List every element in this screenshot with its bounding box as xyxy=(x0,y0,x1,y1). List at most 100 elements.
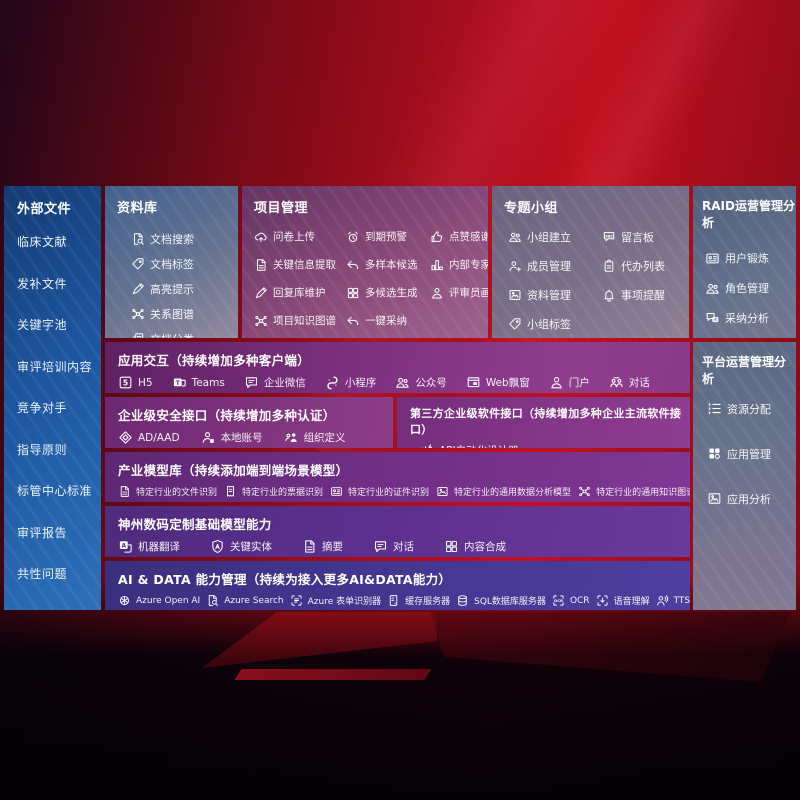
security-list: AD/AAD 本地账号 组织定义 xyxy=(105,424,393,445)
feature-item: 机器翻译 xyxy=(118,539,180,554)
row-models-title: 产业模型库（持续添加端到端场景模型） xyxy=(118,463,349,478)
form-recognizer-icon xyxy=(290,594,303,607)
feature-label: Azure Search xyxy=(224,595,284,606)
feature-item: AD/AAD xyxy=(118,430,180,445)
feature-label: 事项提醒 xyxy=(621,289,665,302)
feature-item: 特定行业的证件识别 xyxy=(330,485,429,498)
album-icon xyxy=(508,288,522,302)
feature-item: 采纳分析 xyxy=(705,303,796,333)
feature-label: 代办列表 xyxy=(621,260,665,273)
feature-item: 回复库维护 xyxy=(254,285,346,300)
panel-raid-analysis: RAID运营管理分析 用户锻炼 角色管理 采纳分析 xyxy=(693,186,796,338)
local-account-icon xyxy=(201,430,216,445)
compose-grid-icon xyxy=(444,539,459,554)
feature-label: 机器翻译 xyxy=(138,541,180,553)
sidebar-item: 指导原则 xyxy=(4,429,101,471)
feature-label: Web飘窗 xyxy=(485,377,530,389)
feature-label: 特定行业的通用数据分析模型 xyxy=(454,488,572,498)
sidebar-item-label: 共性问题 xyxy=(17,567,68,582)
sidebar-item: 竞争对手 xyxy=(4,387,101,429)
feature-item: 到期预警 xyxy=(346,229,430,244)
panel-library-title: 资料库 xyxy=(117,201,158,216)
feature-label: 成员管理 xyxy=(527,260,571,273)
feature-item: 公众号 xyxy=(395,375,447,390)
list-icon xyxy=(707,401,722,416)
sidebar-item: 审评培训内容 xyxy=(4,346,101,388)
pen-icon xyxy=(254,286,268,300)
feature-label: 门户 xyxy=(568,377,590,389)
clipboard-icon xyxy=(602,259,616,273)
sidebar-item-label: 临床文献 xyxy=(17,235,68,250)
sidebar-item: 标管中心标准 xyxy=(4,470,101,512)
feature-item: 特定行业的文件识别 xyxy=(118,485,217,498)
panel-platform-analysis: 平台运营管理分析 资源分配 应用管理 应用分析 xyxy=(693,342,796,610)
feature-item: Azure 表单识别器 xyxy=(290,594,382,607)
cloud-upload-icon xyxy=(254,230,268,244)
dialog-icon xyxy=(609,375,624,390)
feature-item: 高亮提示 xyxy=(131,276,238,301)
summary-doc-icon xyxy=(302,539,317,554)
feature-label: 对话 xyxy=(393,541,414,553)
feature-label: 问卷上传 xyxy=(273,231,315,243)
feature-label: H5 xyxy=(138,376,153,389)
raid-list: 用户锻炼 角色管理 采纳分析 问题趋势 xyxy=(693,231,796,338)
sidebar-item: 关键字池 xyxy=(4,304,101,346)
feature-label: 摘要 xyxy=(322,541,343,553)
sidebar-item-label: 发补文件 xyxy=(17,276,68,291)
feature-item: 小组标签 xyxy=(508,316,602,332)
feature-label: 内容合成 xyxy=(464,541,506,553)
feature-item: OCR xyxy=(552,594,590,607)
feature-item: Web飘窗 xyxy=(466,375,530,390)
row-base-model-capability: 神州数码定制基础模型能力 机器翻译 关键实体 摘要 xyxy=(105,506,690,557)
feature-label: 本地账号 xyxy=(220,432,263,444)
feature-item: 门户 xyxy=(549,375,590,390)
doc-search-icon xyxy=(131,232,145,246)
feature-label: 文档分类 xyxy=(150,331,194,339)
feature-item: 语音理解 xyxy=(596,594,650,607)
feature-item: 内容合成 xyxy=(444,539,506,554)
doc-category-icon xyxy=(131,332,145,339)
chat-icon xyxy=(373,539,388,554)
interaction-list: H5 Teams 企业微信 小程序 xyxy=(105,369,690,390)
feature-item: 特定行业的通用数据分析模型 xyxy=(436,485,571,498)
feature-item: 文档标签 xyxy=(131,251,238,276)
doc-extract-icon xyxy=(254,258,268,272)
feature-label: 对话 xyxy=(628,377,650,389)
feature-item: 缓存服务器 xyxy=(387,594,450,607)
feature-item: 多样本候选 xyxy=(346,257,430,272)
feature-label: 特定行业的票据识别 xyxy=(242,488,324,498)
feature-label: 应用分析 xyxy=(727,493,771,506)
panel-group-title: 专题小组 xyxy=(504,201,559,216)
feature-label: 公众号 xyxy=(415,377,447,389)
adopt-arrow-icon xyxy=(346,314,360,328)
feature-item: 特定行业的票据识别 xyxy=(224,485,323,498)
sidebar-item: 共性问题 xyxy=(4,553,101,595)
background-red-shape xyxy=(202,612,437,668)
ranking-icon xyxy=(430,258,444,272)
feature-label: 留言板 xyxy=(621,231,654,244)
feature-item: 内部专家排名 xyxy=(430,257,488,272)
feature-item: 资源分配 xyxy=(707,401,796,446)
feature-item: H5 xyxy=(118,375,153,390)
apps-icon xyxy=(707,446,722,461)
feature-item: API自动化设计器 xyxy=(419,443,519,448)
feature-item: 评审员画像 xyxy=(430,285,488,300)
row-industry-models: 产业模型库（持续添加端到端场景模型） 特定行业的文件识别 特定行业的票据识别 特… xyxy=(105,452,690,502)
feature-label: Azure Open AI xyxy=(136,595,201,606)
feature-label: 项目知识图谱 xyxy=(273,315,336,327)
knowledge-graph-icon xyxy=(254,314,268,328)
feature-item: Teams xyxy=(172,375,225,390)
thirdparty-list: API自动化设计器 xyxy=(397,437,690,448)
background-red-bar xyxy=(234,669,432,680)
feature-label: 内部专家排名 xyxy=(449,259,488,271)
sidebar-item: 发补文件 xyxy=(4,263,101,305)
id-card-icon xyxy=(705,251,720,266)
ocr-scan-icon xyxy=(552,594,565,607)
feature-item: 文档搜索 xyxy=(131,226,238,251)
aidata-list: Azure Open AI Azure Search Azure 表单识别器 缓… xyxy=(105,588,690,607)
feature-label: Azure 表单识别器 xyxy=(307,597,382,607)
sidebar-item-label: 审评培训内容 xyxy=(17,359,93,374)
feature-item: 小程序 xyxy=(325,375,376,390)
feature-label: SQL数据库服务器 xyxy=(474,597,546,607)
feature-label: 文档标签 xyxy=(150,257,194,271)
